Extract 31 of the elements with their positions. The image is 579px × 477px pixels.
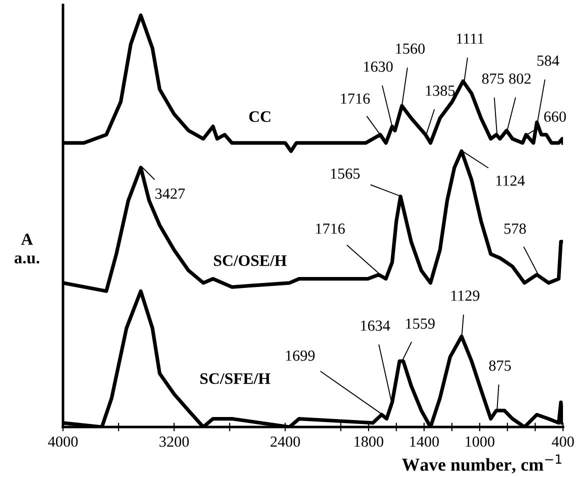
annotation: 584 (537, 56, 560, 66)
annotation: 1634 (361, 320, 390, 331)
annotation: 1699 (286, 350, 315, 361)
annotation: 1559 (406, 318, 435, 329)
annotation: 1716 (341, 94, 370, 104)
annotation: 1630 (364, 62, 393, 72)
annotation: 875 (489, 360, 511, 371)
x-tick-label: 1400 (410, 436, 439, 447)
annotation: 1129 (451, 290, 480, 301)
annotation: 578 (504, 224, 526, 234)
x-tick-label: 3200 (160, 436, 189, 447)
annotation: 1124 (496, 176, 525, 186)
x-tick-label: 2400 (270, 436, 300, 447)
x-tick-label: 400 (552, 436, 574, 447)
annotation: 1560 (396, 44, 425, 54)
x-tick-label: 1800 (354, 436, 384, 447)
annotation: 660 (544, 112, 566, 122)
annotation: 3427 (155, 188, 185, 199)
annotation: 1565 (331, 168, 360, 179)
annotation: 1716 (316, 224, 345, 234)
x-axis-title: Wave number, cm$^{−1}$ (402, 454, 562, 474)
annotation: 1111 (456, 34, 484, 44)
series-label: CC (249, 111, 270, 122)
annotation: 875 (482, 74, 504, 84)
y-axis-title: A a.u. (14, 234, 40, 264)
x-tick-label: 4000 (48, 436, 78, 447)
annotation: 1385 (426, 86, 455, 96)
x-tick-label: 1000 (466, 436, 494, 447)
series-label: SC/SFE/H (200, 373, 270, 384)
series-label: SC/OSE/H (214, 255, 287, 266)
annotation: 802 (509, 74, 531, 84)
